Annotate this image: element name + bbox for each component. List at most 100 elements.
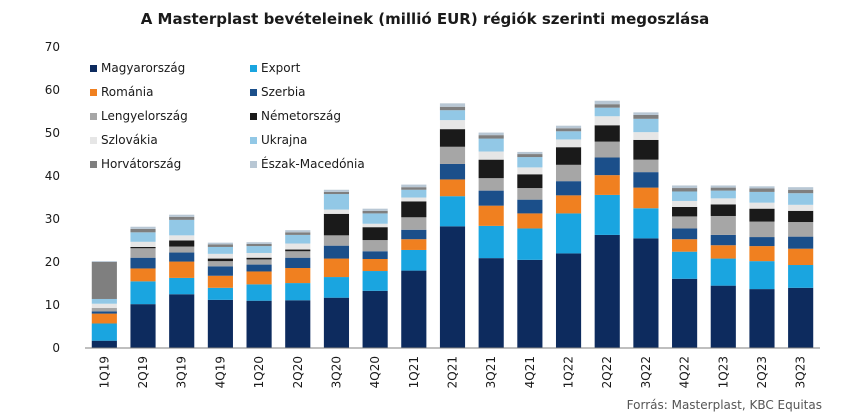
bar-segment-3q19-6 — [169, 235, 195, 241]
bar-segment-3q23-0 — [788, 287, 814, 348]
x-tick-label: 1Q19 — [97, 356, 111, 388]
legend-swatch — [90, 65, 97, 72]
bar-segment-1q19-8 — [91, 262, 117, 299]
stacked-bars — [91, 100, 814, 348]
bar-segment-2q21-7 — [439, 110, 466, 121]
legend-swatch — [250, 113, 257, 120]
bar-segment-2q19-7 — [130, 232, 156, 242]
bar-segment-1q19-7 — [91, 298, 117, 304]
bar-segment-4q21-5 — [517, 174, 543, 189]
bar-segment-4q22-8 — [672, 188, 698, 192]
legend-swatch — [90, 113, 97, 120]
source-note: Forrás: Masterplast, KBC Equitas — [627, 398, 822, 412]
y-tick-label: 30 — [45, 212, 60, 226]
bar-segment-1q19-1 — [91, 323, 117, 341]
legend-label: Ukrajna — [261, 133, 307, 147]
bar-segment-2q22-6 — [594, 116, 620, 126]
x-tick-label: 3Q20 — [329, 356, 343, 388]
bar-segment-3q21-8 — [478, 135, 504, 139]
legend-label: Németország — [261, 109, 341, 123]
bar-segment-4q19-7 — [207, 246, 233, 254]
x-tick-label: 3Q22 — [639, 356, 653, 388]
bar-segment-4q19-9 — [207, 242, 233, 245]
bar-segment-3q23-3 — [788, 236, 814, 249]
bar-segment-3q21-3 — [478, 190, 504, 206]
bar-segment-1q22-7 — [555, 131, 582, 140]
bar-segment-2q23-7 — [749, 191, 775, 203]
y-tick-label: 40 — [45, 169, 60, 183]
bar-segment-2q20-1 — [285, 283, 311, 301]
bar-segment-1q23-9 — [710, 185, 736, 188]
bar-segment-1q19-3 — [91, 311, 117, 314]
x-tick-label: 2Q23 — [755, 356, 769, 388]
bar-segment-2q19-8 — [130, 228, 156, 233]
bar-segment-1q23-1 — [710, 258, 736, 286]
bar-segment-3q21-5 — [478, 159, 504, 179]
bar-segment-1q21-0 — [401, 270, 427, 348]
bar-segment-4q20-9 — [362, 208, 388, 211]
bar-segment-2q19-0 — [130, 304, 156, 348]
bar-segment-1q20-6 — [246, 252, 272, 258]
bar-segment-3q20-5 — [323, 213, 350, 236]
bar-segment-4q21-7 — [517, 157, 543, 168]
legend-label: Lengyelország — [101, 109, 188, 123]
bar-segment-3q19-8 — [169, 216, 195, 220]
bar-segment-1q21-2 — [401, 239, 427, 250]
bar-segment-1q20-8 — [246, 243, 272, 247]
bar-segment-1q23-7 — [710, 190, 736, 199]
legend-swatch — [90, 161, 97, 168]
y-tick-label: 10 — [45, 298, 60, 312]
bar-segment-3q19-1 — [169, 277, 195, 295]
legend-label: Horvátország — [101, 157, 181, 171]
bar-segment-3q21-9 — [478, 132, 504, 136]
bar-segment-4q19-8 — [207, 244, 233, 247]
bar-segment-1q23-0 — [710, 285, 736, 348]
y-axis-ticks: 0 10 20 30 40 50 60 70 — [45, 40, 60, 355]
bar-segment-4q22-6 — [672, 200, 698, 207]
bar-segment-1q22-2 — [555, 195, 582, 214]
bar-segment-2q20-2 — [285, 268, 311, 284]
legend-label: Észak-Macedónia — [261, 156, 365, 171]
bar-segment-3q22-0 — [633, 238, 659, 348]
x-tick-label: 4Q22 — [678, 356, 692, 388]
bar-segment-2q23-0 — [749, 289, 775, 348]
bar-segment-1q20-4 — [246, 259, 272, 265]
bar-segment-2q22-1 — [594, 194, 620, 235]
legend-label: Export — [261, 61, 301, 75]
bar-segment-1q22-8 — [555, 128, 582, 132]
bar-segment-4q20-4 — [362, 240, 388, 252]
bar-segment-4q19-4 — [207, 261, 233, 267]
x-tick-label: 2Q21 — [446, 356, 460, 388]
bar-segment-3q23-9 — [788, 187, 814, 190]
bar-segment-2q19-9 — [130, 226, 156, 229]
x-tick-label: 2Q20 — [291, 356, 305, 388]
bar-segment-1q23-2 — [710, 245, 736, 259]
bar-segment-2q22-4 — [594, 141, 620, 158]
bar-segment-1q20-1 — [246, 284, 272, 301]
bar-segment-1q22-6 — [555, 139, 582, 148]
bar-segment-1q22-1 — [555, 213, 582, 254]
bar-segment-3q21-6 — [478, 151, 504, 160]
bar-segment-1q21-8 — [401, 187, 427, 190]
bar-segment-4q21-6 — [517, 167, 543, 175]
bar-segment-4q22-0 — [672, 278, 698, 348]
bar-segment-3q19-2 — [169, 261, 195, 278]
bar-segment-3q19-3 — [169, 252, 195, 262]
bar-segment-4q20-5 — [362, 227, 388, 241]
bar-segment-2q20-6 — [285, 243, 311, 250]
bar-segment-3q21-1 — [478, 225, 504, 259]
bar-segment-2q20-5 — [285, 249, 311, 252]
bar-segment-1q22-4 — [555, 164, 582, 182]
bar-segment-4q20-2 — [362, 258, 388, 272]
bar-segment-1q23-3 — [710, 234, 736, 246]
x-tick-label: 1Q22 — [562, 356, 576, 388]
x-tick-label: 3Q19 — [175, 356, 189, 388]
bar-segment-1q23-6 — [710, 198, 736, 205]
bar-segment-4q20-1 — [362, 271, 388, 291]
x-tick-label: 2Q22 — [600, 356, 614, 388]
legend-label: Szlovákia — [101, 133, 158, 147]
bar-segment-2q22-9 — [594, 100, 620, 105]
bar-segment-4q19-2 — [207, 275, 233, 288]
x-tick-label: 2Q19 — [136, 356, 150, 388]
x-tick-label: 3Q23 — [794, 356, 808, 388]
